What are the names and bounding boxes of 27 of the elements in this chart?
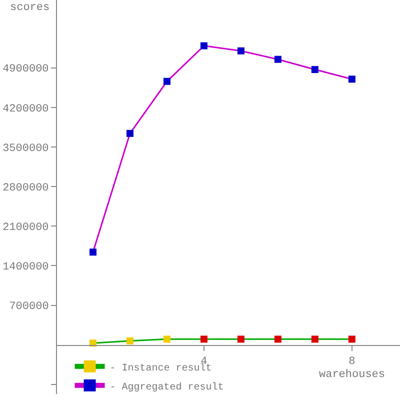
y-tick-label: 2800000	[2, 182, 49, 194]
point	[163, 78, 170, 85]
point	[200, 336, 208, 343]
point	[89, 248, 96, 256]
point	[348, 336, 356, 343]
y-axis-title: scores	[10, 2, 50, 14]
point	[311, 66, 318, 74]
point	[348, 76, 356, 83]
legend-label: - Instance result	[110, 362, 212, 374]
point	[126, 337, 134, 344]
point	[126, 130, 134, 137]
point	[274, 56, 282, 63]
point	[237, 336, 244, 343]
point	[274, 336, 282, 343]
y-tick-label: 2100000	[2, 222, 49, 234]
y-tick-label: 1400000	[2, 262, 49, 274]
y-tick-label: 3500000	[2, 142, 49, 155]
y-tick-label: 4900000	[2, 64, 49, 76]
point	[200, 42, 208, 50]
x-tick-label: 8	[348, 356, 356, 368]
y-tick-label: 700000	[9, 301, 49, 314]
point	[311, 336, 318, 343]
point	[237, 47, 244, 54]
x-axis-title: warehouses	[319, 369, 386, 381]
legend-label: - Aggregated result	[110, 381, 224, 394]
point	[163, 336, 170, 343]
y-tick-label: 4200000	[2, 103, 49, 116]
